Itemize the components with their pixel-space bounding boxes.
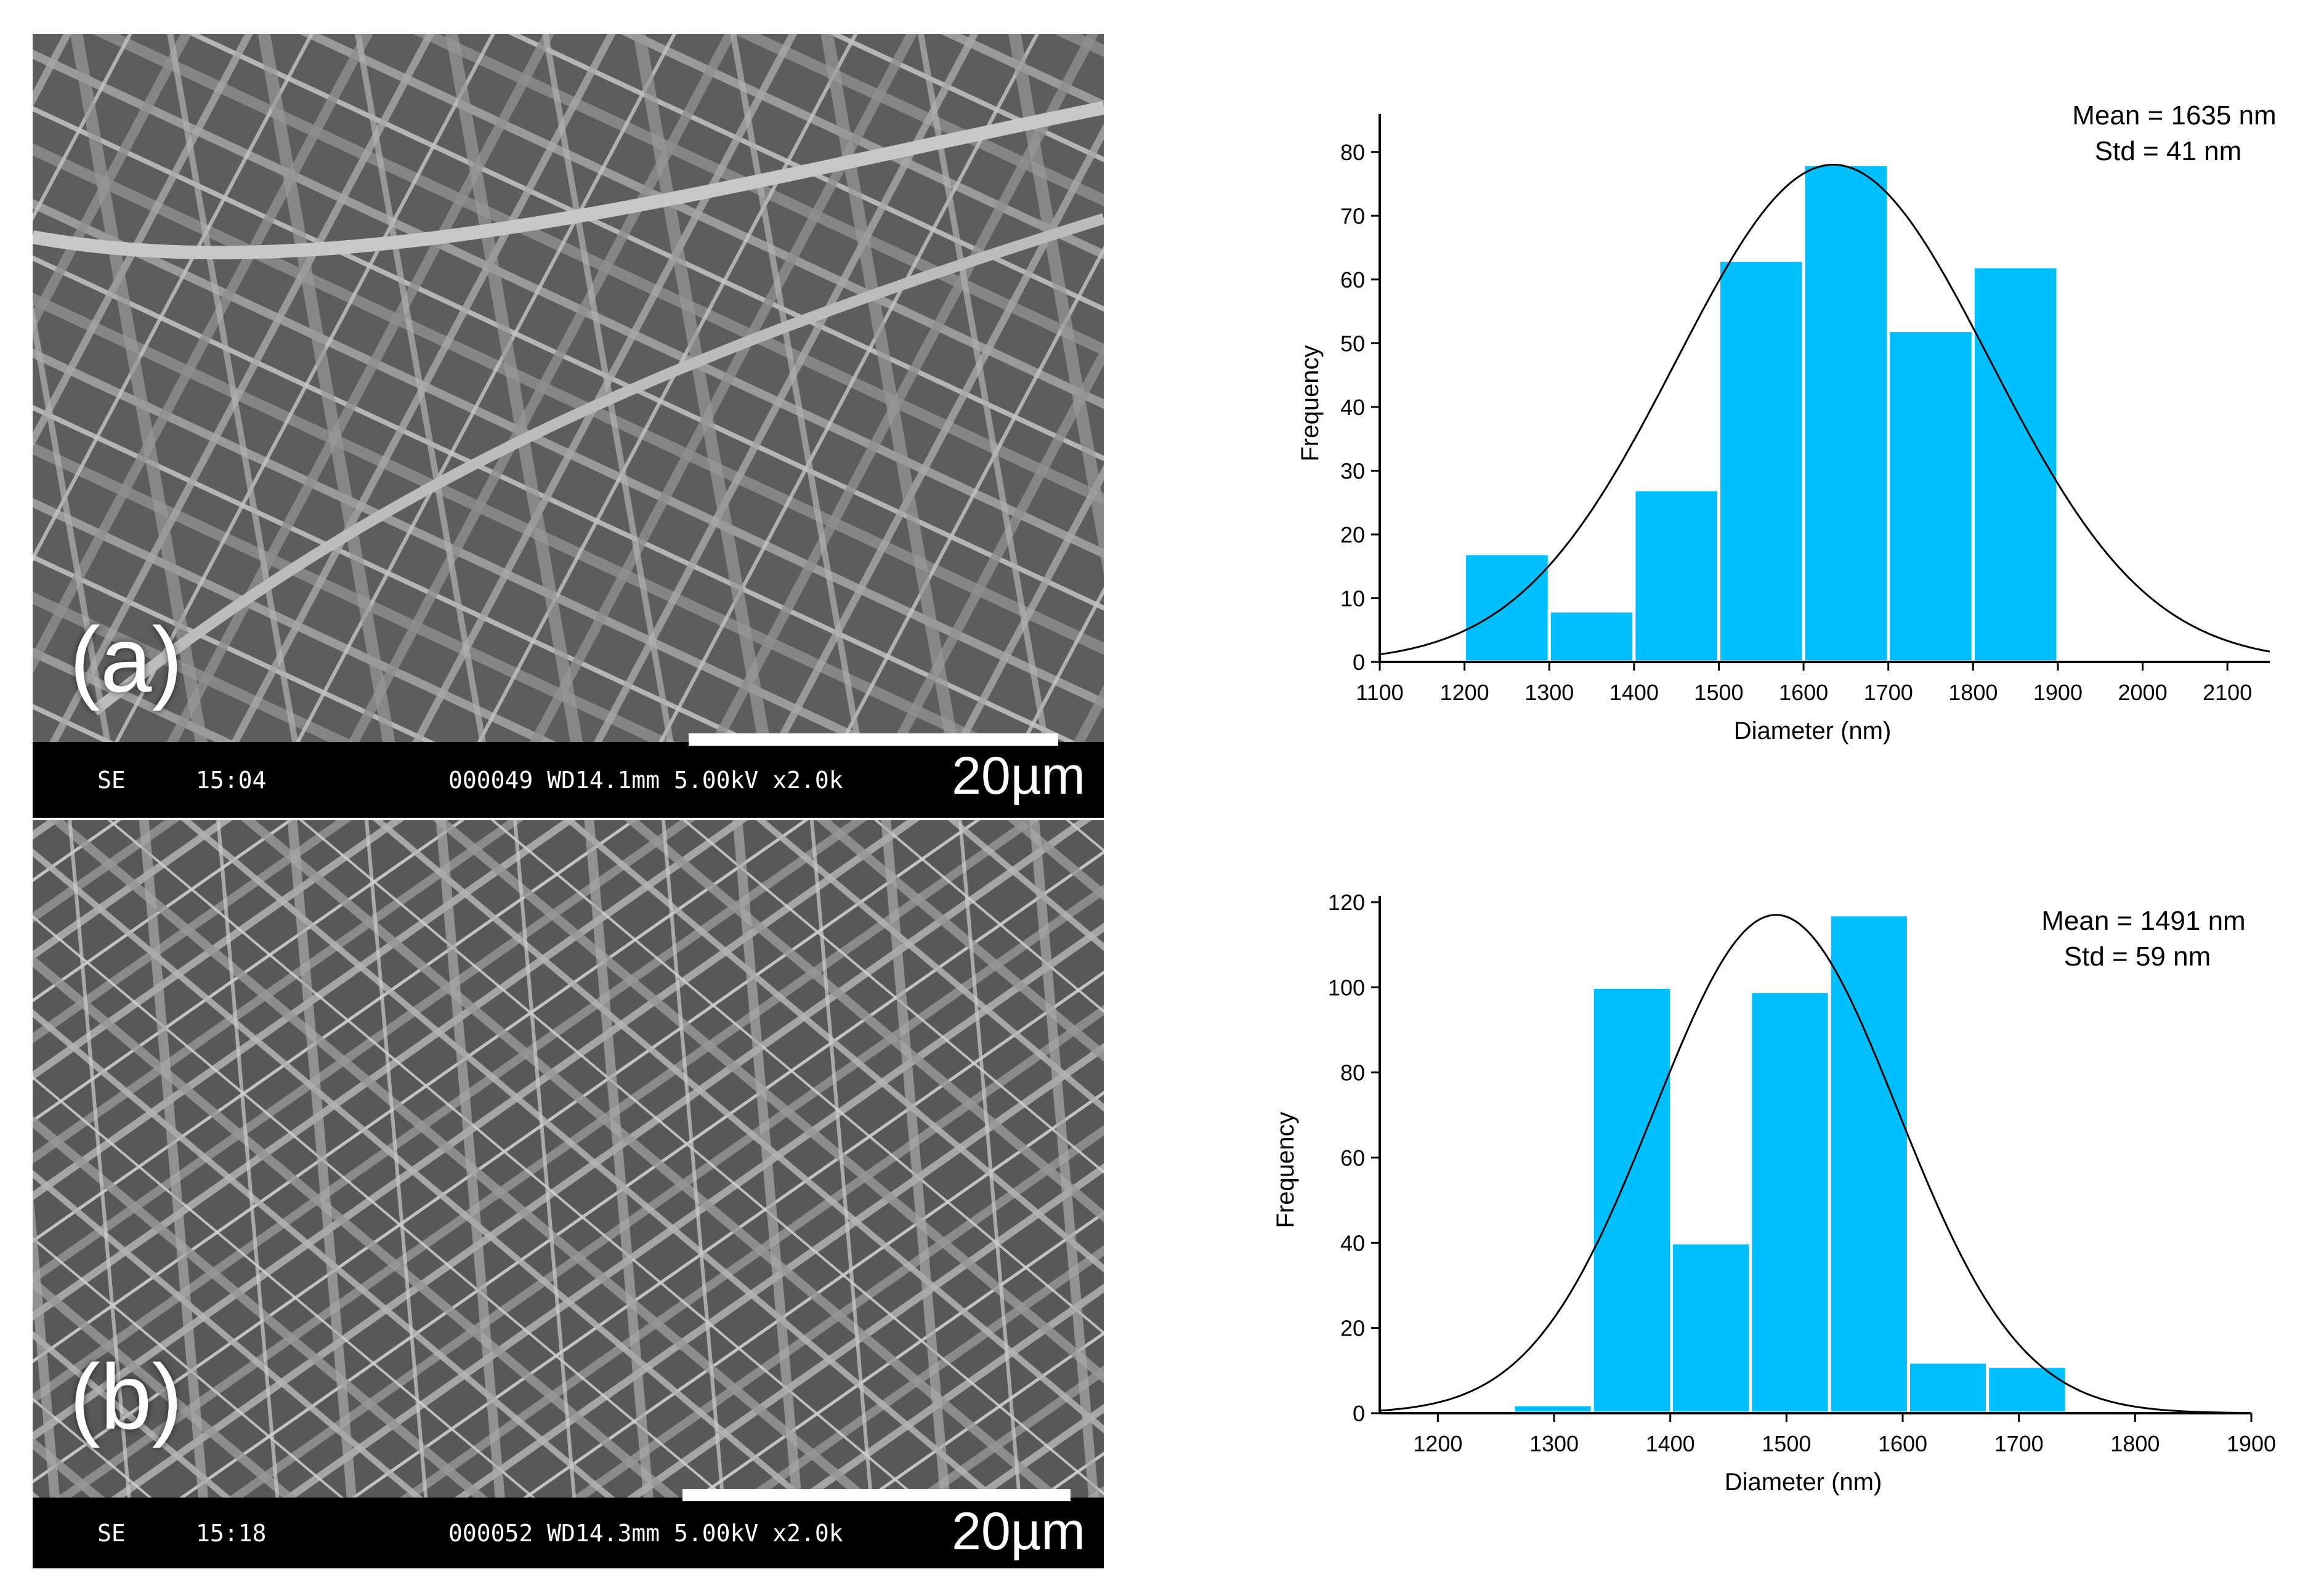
x-tick-label: 1800 xyxy=(1948,680,1998,705)
std-annotation: Std = 59 nm xyxy=(2064,942,2211,972)
panel-label-b: (b) xyxy=(70,1345,183,1448)
x-tick-label: 1700 xyxy=(1994,1431,2044,1456)
y-axis-label: Frequency xyxy=(1297,345,1324,462)
histogram-a: 1100 1200 1300 1400 1500 1600 1700 1800 1900 2000… xyxy=(1297,100,2277,744)
x-tick-label: 1200 xyxy=(1440,680,1489,705)
x-tick-label: 2000 xyxy=(2118,680,2168,705)
histogram-bar xyxy=(1749,990,1831,1415)
time-label-a: 15:04 xyxy=(196,766,267,794)
x-tick-label: 1900 xyxy=(2033,680,2083,705)
x-axis-label: Diameter (nm) xyxy=(1734,717,1892,744)
x-tick-label: 1600 xyxy=(1779,680,1828,705)
x-tick-label: 1200 xyxy=(1413,1431,1462,1456)
y-tick-label: 60 xyxy=(1340,267,1365,292)
histogram-bar xyxy=(1547,609,1636,664)
time-label-b: 15:18 xyxy=(196,1519,267,1547)
y-tick-label: 10 xyxy=(1340,586,1365,611)
x-tick-label: 1300 xyxy=(1524,680,1574,705)
y-tick-label: 100 xyxy=(1328,975,1365,1000)
sem-micrograph-b xyxy=(33,820,1104,1498)
mean-annotation: Mean = 1491 nm xyxy=(2041,906,2245,936)
detector-label-b: SE xyxy=(97,1519,126,1547)
sem-micrograph-a xyxy=(33,34,1104,742)
histogram-bar xyxy=(1986,1365,2068,1415)
x-tick-label: 1700 xyxy=(1864,680,1913,705)
scale-bar-a xyxy=(689,733,1058,746)
mean-annotation: Mean = 1635 nm xyxy=(2072,100,2276,131)
panel-label-a: (a) xyxy=(70,608,183,711)
scale-label-b: 20µm xyxy=(952,1502,1085,1561)
y-tick-label: 70 xyxy=(1340,203,1365,228)
x-tick-label: 1500 xyxy=(1762,1431,1811,1456)
y-tick-label: 20 xyxy=(1340,522,1365,547)
scale-label-a: 20µm xyxy=(952,746,1085,805)
histogram-bar xyxy=(1463,552,1551,664)
std-annotation: Std = 41 nm xyxy=(2095,136,2241,166)
histogram-bar xyxy=(1717,259,1805,664)
histogram-bar xyxy=(1512,1403,1594,1415)
y-tick-label: 20 xyxy=(1340,1316,1365,1341)
x-axis-label: Diameter (nm) xyxy=(1725,1469,1882,1496)
histogram-bar xyxy=(1590,985,1674,1415)
sem-info-bar-a: SE 15:04 000049 WD14.1mm 5.00kV x2.0k 20… xyxy=(33,733,1104,818)
scale-bar-b xyxy=(682,1489,1071,1501)
sem-panel-b: (b) SE 15:18 000052 WD14.3mm 5.00kV x2.0… xyxy=(33,820,1104,1568)
histogram-bar xyxy=(1802,163,1890,664)
x-tick-label: 1500 xyxy=(1694,680,1743,705)
y-tick-label: 60 xyxy=(1340,1145,1365,1171)
y-tick-label: 30 xyxy=(1340,458,1365,483)
detector-label-a: SE xyxy=(97,766,126,794)
histogram-bar xyxy=(1906,1360,1990,1415)
histogram-bar xyxy=(1887,329,1975,664)
y-axis-label: Frequency xyxy=(1272,1112,1299,1228)
y-tick-label: 120 xyxy=(1328,890,1365,915)
x-tick-label: 1600 xyxy=(1878,1431,1927,1456)
params-label-a: 000049 WD14.1mm 5.00kV x2.0k xyxy=(448,766,843,794)
sem-panel-a: (a) SE 15:04 000049 WD14.1mm 5.00kV x2.0… xyxy=(33,34,1104,818)
x-tick-label: 2100 xyxy=(2203,680,2252,705)
y-tick-label: 80 xyxy=(1340,140,1365,165)
y-tick-label: 0 xyxy=(1353,650,1365,675)
histogram-bar xyxy=(1828,913,1910,1415)
sem-info-bar-b: SE 15:18 000052 WD14.3mm 5.00kV x2.0k 20… xyxy=(33,1489,1104,1568)
histogram-bar xyxy=(1670,1241,1752,1415)
histogram-b: 1200 1300 1400 1500 1600 1700 1800 1900 0 20 40 60 8… xyxy=(1272,890,2276,1496)
histogram-bar xyxy=(1971,265,2060,664)
x-tick-label: 1300 xyxy=(1529,1431,1579,1456)
x-tick-label: 1100 xyxy=(1356,680,1403,705)
x-tick-label: 1400 xyxy=(1609,680,1659,705)
y-tick-label: 40 xyxy=(1340,395,1365,420)
y-tick-label: 40 xyxy=(1340,1230,1365,1256)
x-tick-label: 1400 xyxy=(1646,1431,1695,1456)
normal-fit-curve xyxy=(1379,163,2270,656)
x-tick-label: 1900 xyxy=(2227,1431,2276,1456)
y-tick-label: 80 xyxy=(1340,1060,1365,1086)
normal-fit-curve xyxy=(1379,914,2252,1414)
y-tick-label: 50 xyxy=(1340,331,1365,356)
y-tick-label: 0 xyxy=(1353,1401,1365,1426)
x-tick-label: 1800 xyxy=(2110,1431,2160,1456)
params-label-b: 000052 WD14.3mm 5.00kV x2.0k xyxy=(448,1519,843,1547)
histogram-bar xyxy=(1632,488,1720,664)
